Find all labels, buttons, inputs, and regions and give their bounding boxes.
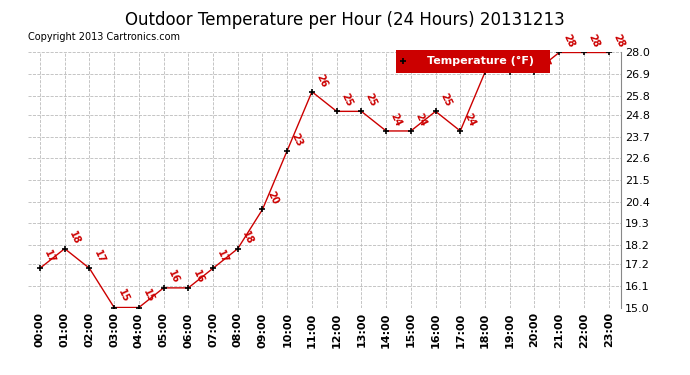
Text: 26: 26 — [315, 72, 329, 89]
Text: 27: 27 — [512, 53, 527, 69]
Text: 24: 24 — [413, 111, 428, 128]
Text: 16: 16 — [190, 268, 206, 285]
Text: 15: 15 — [141, 288, 156, 304]
Text: Outdoor Temperature per Hour (24 Hours) 20131213: Outdoor Temperature per Hour (24 Hours) … — [125, 11, 565, 29]
Text: 16: 16 — [166, 268, 181, 285]
Text: 18: 18 — [240, 229, 255, 246]
Text: 28: 28 — [562, 33, 576, 50]
Text: 27: 27 — [487, 53, 502, 69]
Text: 15: 15 — [117, 288, 131, 304]
Text: 18: 18 — [67, 229, 82, 246]
Text: 17: 17 — [92, 249, 107, 266]
Text: 25: 25 — [438, 92, 453, 108]
Text: 28: 28 — [586, 33, 601, 50]
Text: 27: 27 — [537, 53, 552, 69]
Text: 23: 23 — [290, 131, 304, 148]
Text: Copyright 2013 Cartronics.com: Copyright 2013 Cartronics.com — [28, 32, 179, 42]
Text: 17: 17 — [215, 249, 230, 266]
Text: 24: 24 — [463, 111, 477, 128]
Text: 25: 25 — [364, 92, 379, 108]
Text: 25: 25 — [339, 92, 354, 108]
Text: 28: 28 — [611, 33, 626, 50]
Text: 24: 24 — [388, 111, 404, 128]
Text: 17: 17 — [43, 249, 57, 266]
Text: 20: 20 — [265, 190, 279, 207]
